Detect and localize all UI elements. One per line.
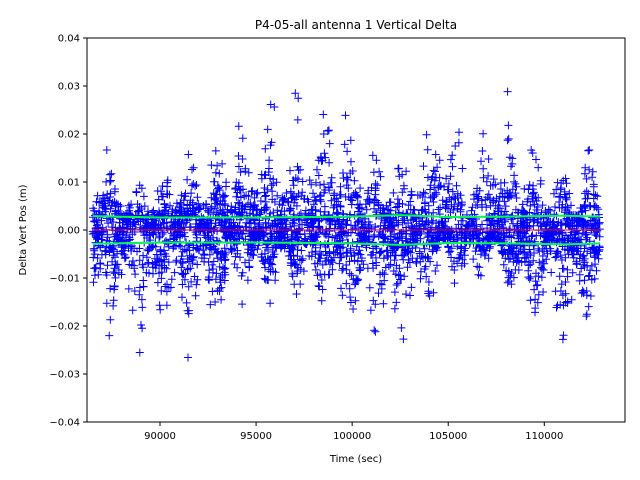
- data-point-markers: [88, 87, 604, 362]
- x-axis: 90000 95000 100000 105000 110000: [144, 422, 563, 442]
- y-tick-label: −0.04: [49, 418, 80, 429]
- y-tick-label: 0.04: [58, 34, 80, 45]
- y-axis-label: Delta Vert Pos (m): [18, 184, 29, 275]
- y-tick-label: 0.00: [58, 226, 80, 237]
- y-tick-label: −0.02: [49, 322, 80, 333]
- y-axis: −0.04 −0.03 −0.02 −0.01 0.00 0.01 0.02 0.03 0.04: [49, 34, 87, 429]
- y-tick-label: −0.01: [49, 274, 80, 285]
- y-tick-label: −0.03: [49, 370, 80, 381]
- x-tick-label: 95000: [240, 431, 272, 442]
- x-tick-label: 90000: [144, 431, 176, 442]
- sigma-bound-line: [92, 214, 601, 219]
- chart-title: P4-05-all antenna 1 Vertical Delta: [255, 18, 457, 32]
- marker-series: [88, 87, 604, 362]
- y-tick-label: 0.02: [58, 130, 80, 141]
- plot-area: [86, 37, 626, 423]
- y-tick-label: 0.01: [58, 178, 80, 189]
- x-tick-label: 110000: [525, 431, 563, 442]
- line-series: [92, 214, 601, 246]
- x-axis-label: Time (sec): [329, 454, 382, 465]
- x-tick-label: 105000: [429, 431, 467, 442]
- y-tick-label: 0.03: [58, 82, 80, 93]
- x-tick-label: 100000: [333, 431, 371, 442]
- sigma-bound-line: [92, 241, 601, 246]
